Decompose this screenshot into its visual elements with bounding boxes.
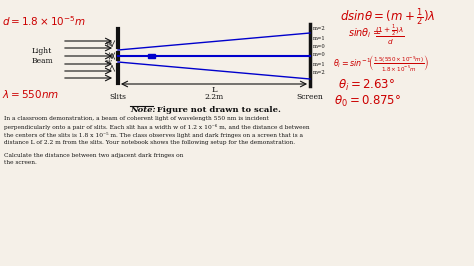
Text: Slits: Slits xyxy=(109,93,127,101)
Text: L: L xyxy=(211,86,217,94)
Text: Screen: Screen xyxy=(297,93,323,101)
Text: $\lambda=550nm$: $\lambda=550nm$ xyxy=(2,88,59,100)
Text: Note:: Note: xyxy=(130,106,155,114)
Text: $\theta_i=2.63°$: $\theta_i=2.63°$ xyxy=(338,78,395,93)
Text: m=2: m=2 xyxy=(313,27,326,31)
Bar xyxy=(148,54,155,58)
Text: w: w xyxy=(106,58,112,66)
Text: $\theta_0=0.875°$: $\theta_0=0.875°$ xyxy=(334,94,401,109)
Text: m=0: m=0 xyxy=(313,44,326,48)
Text: In a classroom demonstration, a beam of coherent light of wavelength 550 nm is i: In a classroom demonstration, a beam of … xyxy=(4,116,310,145)
Text: $\frac{(1+\frac{1}{2})\lambda}{d}$: $\frac{(1+\frac{1}{2})\lambda}{d}$ xyxy=(375,24,405,47)
Text: m=2: m=2 xyxy=(313,69,326,74)
Text: 2.2m: 2.2m xyxy=(204,93,224,101)
Text: $\theta_i=sin^{-1}\!\left(\frac{1.5(550\times10^{-9}m)}{1.8\times10^{-5}m}\right: $\theta_i=sin^{-1}\!\left(\frac{1.5(550\… xyxy=(333,53,429,73)
Text: Calculate the distance between two adjacent dark fringes on
the screen.: Calculate the distance between two adjac… xyxy=(4,153,183,165)
Text: $dsin\theta=(m+\frac{1}{2})\lambda$: $dsin\theta=(m+\frac{1}{2})\lambda$ xyxy=(340,6,436,28)
Text: m=0: m=0 xyxy=(313,52,326,57)
Text: m=1: m=1 xyxy=(313,35,326,40)
Text: m=1: m=1 xyxy=(313,61,326,66)
Text: Light
Beam: Light Beam xyxy=(31,47,53,65)
Text: w: w xyxy=(106,40,112,48)
Text: Figure not drawn to scale.: Figure not drawn to scale. xyxy=(154,106,281,114)
Text: $d=1.8\times10^{-5}m$: $d=1.8\times10^{-5}m$ xyxy=(2,14,86,28)
Text: $sin\theta_i=$: $sin\theta_i=$ xyxy=(348,26,381,40)
